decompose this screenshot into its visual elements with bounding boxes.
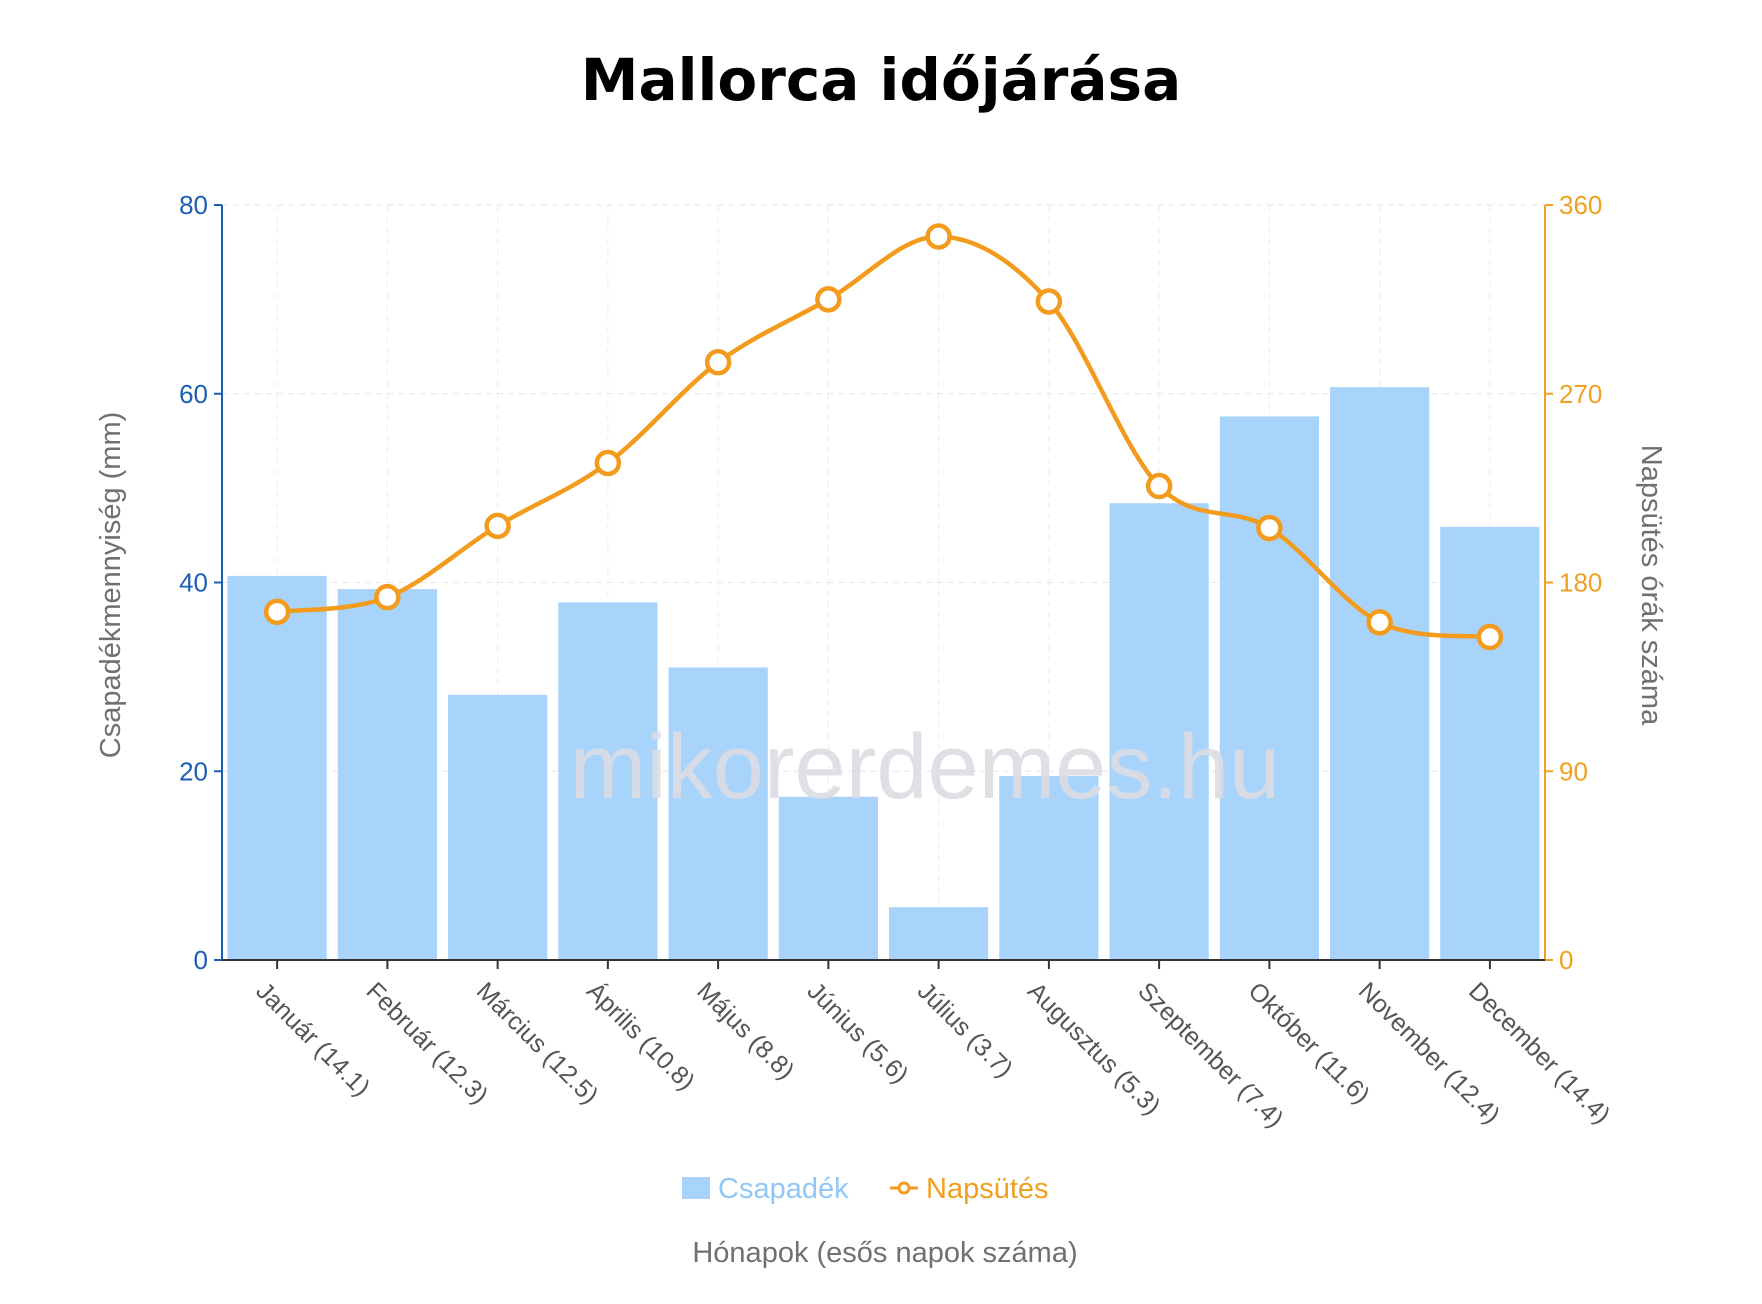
- y-tick-label: 80: [179, 190, 208, 220]
- y2-tick-label: 270: [1559, 379, 1602, 409]
- y-tick-label: 40: [179, 568, 208, 598]
- sunshine-point-7: [925, 223, 952, 250]
- watermark: mikorerdemes.hu: [570, 716, 1281, 818]
- legend-item-csapadek[interactable]: Csapadék: [682, 1173, 849, 1205]
- x-tick-label: Január (14.1): [250, 977, 375, 1102]
- x-tick-label: Április (10.8): [581, 976, 701, 1096]
- y2-tick-label: 0: [1559, 945, 1573, 975]
- x-tick-label: Május (8.8): [691, 977, 799, 1085]
- bar-10: [1219, 416, 1319, 960]
- sunshine-point-9: [1145, 472, 1173, 500]
- bar-1: [227, 575, 327, 960]
- sunshine-point-11: [1366, 609, 1393, 636]
- sunshine-point-1: [263, 598, 291, 626]
- sunshine-point-3: [484, 512, 511, 540]
- bar-12: [1440, 526, 1540, 960]
- sunshine-point-6: [815, 286, 842, 313]
- category-labels: Január (14.1)Február (12.3)Március (12.5…: [250, 976, 1615, 1133]
- y-tick-label: 20: [179, 756, 208, 786]
- y-tick-label: 60: [179, 379, 208, 409]
- bar-11: [1330, 387, 1430, 960]
- y2-tick-label: 360: [1559, 190, 1602, 220]
- x-tick-label: Július (3.7): [912, 977, 1018, 1083]
- y2-axis-title: Napsütés órák száma: [1635, 445, 1667, 726]
- y-axis-title: Csapadékmennyiség (mm): [95, 412, 127, 759]
- bar-2: [337, 589, 437, 960]
- precipitation-bars: [227, 387, 1540, 960]
- legend-item-napsutes[interactable]: Napsütés: [890, 1173, 1049, 1205]
- bar-8: [999, 775, 1099, 960]
- x-axis-title: Hónapok (esős napok száma): [692, 1237, 1077, 1269]
- legend: Csapadék Napsütés: [682, 1173, 1049, 1205]
- sunshine-point-12: [1476, 623, 1504, 651]
- legend-bar-label: Csapadék: [718, 1173, 849, 1205]
- bar-6: [778, 796, 878, 960]
- legend-line-label: Napsütés: [926, 1173, 1049, 1205]
- sunshine-point-10: [1256, 514, 1283, 542]
- sunshine-line: [263, 223, 1504, 651]
- legend-line-marker: [897, 1181, 911, 1195]
- bar-9: [1109, 503, 1209, 960]
- bar-3: [448, 694, 548, 960]
- tick-labels: 0 20 40 60 80 0 90 180 270 360: [179, 190, 1602, 975]
- bar-7: [889, 907, 989, 960]
- sunshine-point-4: [594, 449, 622, 477]
- chart-title: Mallorca időjárása: [581, 46, 1181, 114]
- sunshine-point-2: [374, 583, 401, 611]
- y-tick-label: 0: [194, 945, 208, 975]
- bar-4: [558, 602, 658, 960]
- axes: [214, 204, 1553, 969]
- y2-tick-label: 90: [1559, 756, 1588, 786]
- bar-5: [668, 667, 768, 960]
- legend-bar-swatch: [682, 1177, 710, 1199]
- x-tick-label: Június (5.6): [802, 977, 914, 1089]
- y2-tick-label: 180: [1559, 568, 1602, 598]
- sunshine-point-8: [1035, 288, 1063, 315]
- sunshine-point-5: [704, 349, 732, 376]
